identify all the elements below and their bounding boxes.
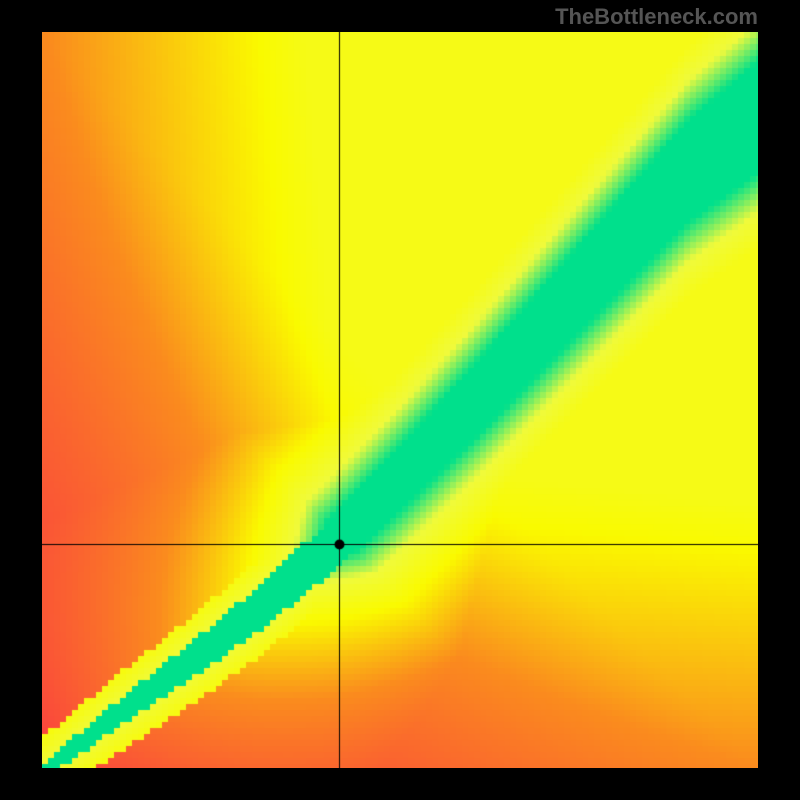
watermark-text: TheBottleneck.com: [555, 4, 758, 30]
bottleneck-heatmap: [42, 32, 758, 768]
